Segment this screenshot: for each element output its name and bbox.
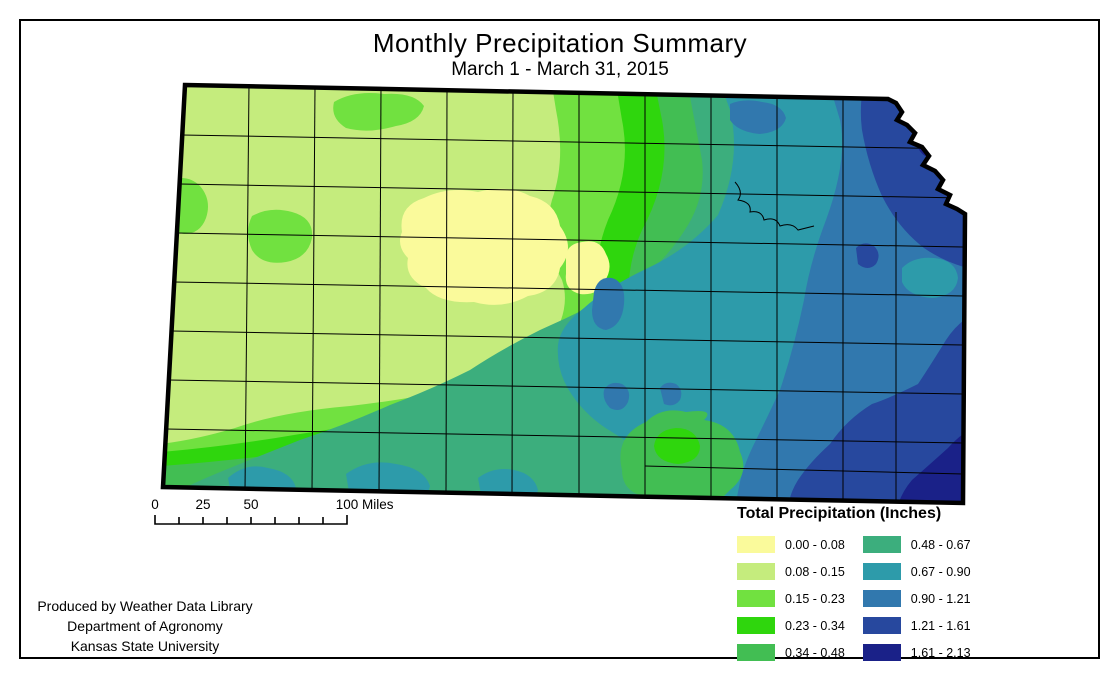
page-title: Monthly Precipitation Summary <box>372 28 748 58</box>
legend-label: 0.00 - 0.08 <box>785 537 845 552</box>
legend-row: 1.21 - 1.61 <box>862 612 971 639</box>
legend-swatch <box>737 617 775 634</box>
legend-swatch <box>737 644 775 661</box>
precip-pocket-class3-northwest <box>333 93 424 131</box>
legend-row: 0.08 - 0.15 <box>737 558 845 585</box>
attribution-line-2: Department of Agronomy <box>67 618 223 634</box>
legend-swatch <box>737 590 775 607</box>
legend-row: 0.34 - 0.48 <box>737 639 845 666</box>
legend-label: 0.67 - 0.90 <box>910 564 971 579</box>
legend-column-2: 0.48 - 0.67 0.67 - 0.90 0.90 - 1.21 1.21 - … <box>862 531 971 666</box>
legend-label: 0.15 - 0.23 <box>785 591 845 606</box>
legend-row: 0.00 - 0.08 <box>737 531 845 558</box>
neatline-frame <box>19 19 1100 659</box>
legend-swatch <box>862 563 901 580</box>
legend-swatch <box>862 536 901 553</box>
legend-row: 0.67 - 0.90 <box>862 558 971 585</box>
precip-pocket-class8-b <box>603 382 630 410</box>
scale-label-25: 25 <box>195 497 211 512</box>
legend-columns: 0.00 - 0.08 0.08 - 0.15 0.15 - 0.23 0.23 - … <box>737 531 1082 666</box>
river-county-line <box>734 181 815 231</box>
legend-label: 0.23 - 0.34 <box>785 618 845 633</box>
precip-pocket-class1-main <box>400 188 568 305</box>
precip-pocket-class4-inner <box>654 428 700 464</box>
precipitation-surface <box>163 85 965 503</box>
precip-pocket-class7-east <box>902 257 958 298</box>
precip-region-class10-northeast <box>916 118 962 160</box>
precip-pocket-class9-small <box>856 243 879 268</box>
legend-row: 0.48 - 0.67 <box>862 531 971 558</box>
precip-pocket-class1-small <box>565 241 610 295</box>
attribution-line-3: Kansas State University <box>70 638 220 654</box>
precip-pocket-class2-southwest <box>172 336 217 395</box>
legend-swatch <box>737 563 775 580</box>
legend-label: 0.08 - 0.15 <box>785 564 845 579</box>
precip-pocket-class8-a <box>592 277 625 330</box>
legend-title: Total Precipitation (Inches) <box>737 505 942 522</box>
attribution: Produced by Weather Data Library Departm… <box>25 596 265 656</box>
legend-swatch <box>862 617 901 634</box>
legend-column-1: 0.00 - 0.08 0.08 - 0.15 0.15 - 0.23 0.23 - … <box>737 531 845 666</box>
attribution-line-1: Produced by Weather Data Library <box>37 598 253 614</box>
county-boundaries <box>165 85 964 502</box>
legend-label: 1.21 - 1.61 <box>910 618 971 633</box>
legend-row: 1.61 - 2.13 <box>862 639 971 666</box>
scale-label-0: 0 <box>151 497 159 512</box>
scale-label-50: 50 <box>243 497 259 512</box>
legend-swatch <box>737 536 775 553</box>
precip-pocket-class3-mid <box>248 209 313 263</box>
scale-unit-label: Miles <box>362 497 394 512</box>
legend-swatch <box>862 644 901 661</box>
legend-row: 0.15 - 0.23 <box>737 585 845 612</box>
legend: Total Precipitation (Inches) 0.00 - 0.08… <box>737 505 1082 666</box>
scale-label-100: 100 <box>335 497 359 512</box>
precip-pocket-class8-top <box>730 100 786 134</box>
legend-label: 0.90 - 1.21 <box>910 591 971 606</box>
legend-label: 1.61 - 2.13 <box>910 645 971 660</box>
legend-label: 0.34 - 0.48 <box>785 645 845 660</box>
legend-swatch <box>862 590 901 607</box>
legend-label: 0.48 - 0.67 <box>910 537 971 552</box>
kansas-state-border <box>160 82 968 506</box>
legend-row: 0.23 - 0.34 <box>737 612 845 639</box>
legend-row: 0.90 - 1.21 <box>862 585 971 612</box>
scale-bar <box>154 515 348 525</box>
page-subtitle: March 1 - March 31, 2015 <box>451 59 669 80</box>
